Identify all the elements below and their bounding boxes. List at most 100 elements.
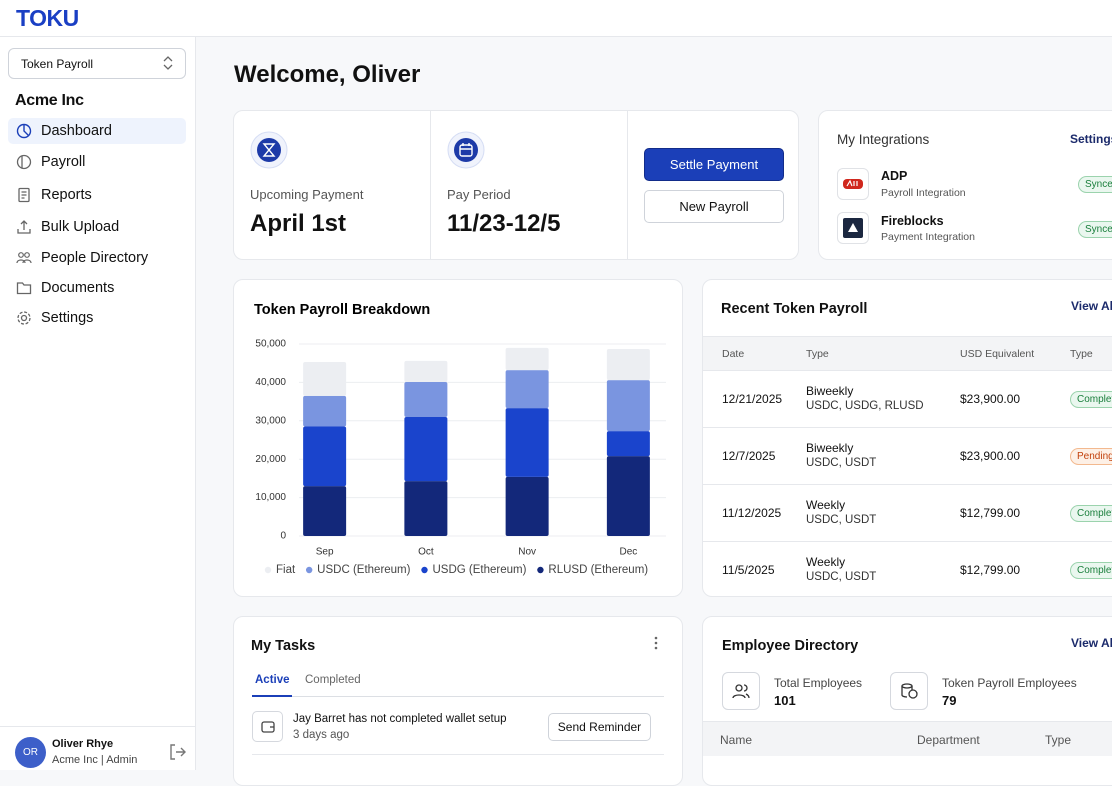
- bar-segment: [303, 486, 347, 536]
- logo[interactable]: TOKU: [16, 5, 79, 31]
- bar-segment: [404, 481, 448, 536]
- summary-card: Upcoming Payment April 1st Pay Period 11…: [233, 110, 799, 260]
- y-tick-label: 40,000: [255, 377, 286, 388]
- legend-swatch: [421, 566, 428, 574]
- coins-icon: [901, 683, 918, 699]
- table-header: Date Type USD Equivalent Type: [703, 336, 1112, 371]
- tab-underline: [252, 696, 664, 697]
- task-icon: [252, 711, 283, 742]
- nav-icon: [16, 154, 32, 170]
- upcoming-label: Upcoming Payment: [250, 187, 364, 202]
- table-row: 11/12/2025 Weekly USDC, USDT $12,799.00 Comp…: [703, 485, 1112, 542]
- column-header: Name: [720, 733, 753, 747]
- frequency-cell: Biweekly: [806, 384, 854, 398]
- tokens-cell: USDC, USDT: [806, 457, 877, 469]
- stat-label: Token Payroll Employees: [942, 676, 1077, 690]
- stat-label: Total Employees: [774, 676, 863, 690]
- integration-name: Fireblocks: [881, 214, 944, 228]
- table-row: 12/7/2025 Biweekly USDC, USDT $23,900.00 Pen…: [703, 428, 1112, 485]
- stat-value: 101: [774, 693, 796, 708]
- chart-title: Token Payroll Breakdown: [254, 302, 430, 318]
- column-header: Type: [806, 348, 829, 360]
- view-all-link[interactable]: View All: [1071, 636, 1112, 650]
- date-cell: 11/12/2025: [722, 506, 782, 520]
- workspace-select[interactable]: Token Payroll: [8, 48, 186, 79]
- upcoming-value: April 1st: [250, 210, 347, 237]
- people-icon: [732, 684, 750, 699]
- divider: [627, 111, 628, 259]
- table-row: 12/21/2025 Biweekly USDC, USDG, RLUSD $23,9…: [703, 371, 1112, 428]
- card-title: Recent Token Payroll: [721, 301, 868, 317]
- logout-icon[interactable]: [168, 743, 186, 761]
- y-tick-label: 20,000: [255, 454, 286, 465]
- y-tick-label: 0: [280, 531, 286, 542]
- avatar: OR: [15, 737, 46, 768]
- reminder-button[interactable]: Send Reminder: [548, 713, 651, 741]
- more-icon[interactable]: [653, 636, 659, 650]
- legend-swatch: [264, 566, 272, 574]
- bar-segment: [505, 408, 549, 477]
- org-name: Acme Inc: [15, 92, 84, 109]
- nav-item[interactable]: People Directory: [8, 245, 186, 271]
- user-panel: OR Oliver Rhye Acme Inc | Admin: [0, 726, 195, 770]
- legend-label: USDG (Ethereum): [432, 564, 526, 576]
- wallet-icon: [260, 720, 275, 733]
- usd-cell: $12,799.00: [960, 506, 1021, 520]
- x-tick-label: Nov: [518, 547, 536, 558]
- settings-link[interactable]: Settings: [1070, 132, 1112, 146]
- new-payroll-button[interactable]: New Payroll: [644, 190, 784, 223]
- bar-segment: [404, 382, 448, 417]
- settle-button[interactable]: Settle Payment: [644, 148, 784, 181]
- divider: [430, 111, 431, 259]
- nav-icon: [16, 252, 32, 264]
- status-badge: Completed: [1070, 505, 1112, 522]
- card-title: Employee Directory: [722, 638, 859, 654]
- bar-segment: [505, 370, 549, 409]
- bar-segment: [404, 416, 448, 482]
- page: TOKU Token Payroll Acme Inc Dashboard Pay…: [0, 5, 1112, 786]
- status-badge: Pending: [1070, 448, 1112, 465]
- bar-segment: [303, 362, 347, 396]
- tab[interactable]: Completed: [305, 674, 361, 686]
- payroll-table: Date Type USD Equivalent Type 12/21/2025 Biwe…: [703, 336, 1112, 596]
- legend-swatch: [537, 566, 544, 574]
- table-row: 11/5/2025 Weekly USDC, USDT $12,799.00 Compl…: [703, 542, 1112, 596]
- integration-desc: Payroll Integration: [881, 187, 966, 199]
- task-time: 3 days ago: [293, 729, 350, 741]
- nav-item[interactable]: Documents: [8, 275, 186, 301]
- fireblocks-logo: [837, 212, 869, 244]
- chart-card: Token Payroll Breakdown 0 10,000 20,000 30,…: [233, 279, 683, 597]
- x-tick-label: Oct: [418, 547, 434, 558]
- nav-item[interactable]: Dashboard: [8, 118, 186, 144]
- bar-segment: [404, 360, 448, 383]
- integration-name: ADP: [881, 169, 908, 183]
- calendar-icon: [447, 131, 485, 169]
- tab-active[interactable]: Active: [255, 674, 290, 686]
- view-all-link[interactable]: View All: [1071, 299, 1112, 313]
- nav-item[interactable]: Bulk Upload: [8, 214, 186, 240]
- bar-segment: [505, 476, 549, 536]
- directory-card: Employee Directory View All Total Employ…: [702, 616, 1112, 786]
- tokens-cell: USDC, USDT: [806, 571, 877, 583]
- nav-item[interactable]: Payroll: [8, 149, 186, 175]
- y-tick-label: 30,000: [255, 415, 286, 426]
- chart: Token Payroll Breakdown 0 10,000 20,000 30,…: [254, 302, 666, 576]
- bar-segment: [303, 395, 347, 427]
- nav-icon: [17, 311, 31, 325]
- nav-item[interactable]: Settings: [8, 305, 186, 331]
- usd-cell: $23,900.00: [960, 449, 1021, 463]
- bar-segment: [606, 380, 650, 432]
- welcome-title: Welcome, Oliver: [234, 61, 421, 88]
- y-tick-label: 10,000: [255, 492, 286, 503]
- column-header: USD Equivalent: [960, 348, 1035, 360]
- period-label: Pay Period: [447, 187, 511, 202]
- nav-icon: [16, 123, 32, 139]
- chevron-icon: [163, 56, 173, 70]
- status-badge: Synced: [1078, 176, 1112, 193]
- user-name: Oliver Rhye: [52, 738, 114, 750]
- nav-item[interactable]: Reports: [8, 182, 186, 208]
- card-title: My Integrations: [837, 132, 930, 147]
- sidebar: Token Payroll Acme Inc Dashboard Payroll R…: [0, 37, 196, 770]
- tokens-cell: USDC, USDG, RLUSD: [806, 400, 924, 412]
- adp-logo: [837, 168, 869, 200]
